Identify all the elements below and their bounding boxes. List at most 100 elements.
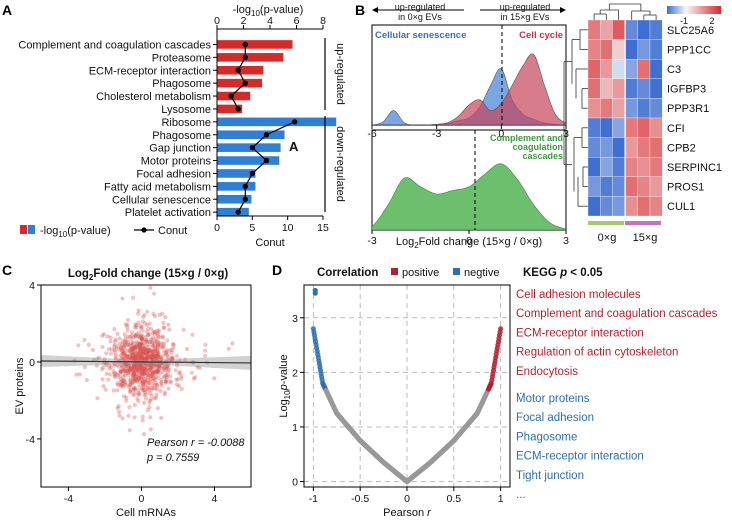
heatmap-cell <box>638 20 650 40</box>
scatter-point <box>154 354 158 358</box>
panel-c-xlabel: Cell mRNAs <box>116 507 176 519</box>
c-y-tick-label: -4 <box>26 434 35 446</box>
panel-a-up-group: up-regulated <box>334 43 346 105</box>
scatter-point <box>153 345 157 349</box>
scatter-point <box>118 375 122 379</box>
heatmap-gene-label: SERPINC1 <box>667 162 722 174</box>
heatmap-gene-label: C3 <box>667 64 681 76</box>
scatter-point <box>162 326 166 330</box>
scatter-point <box>230 341 234 345</box>
scatter-point <box>148 286 152 290</box>
heatmap-gene-label: PPP3R1 <box>667 103 709 115</box>
scatter-point <box>162 341 166 345</box>
legend-positive-swatch <box>391 268 398 275</box>
legend-blue-swatch <box>28 225 35 234</box>
heatmap-cell <box>588 196 600 216</box>
scatter-point <box>104 351 108 355</box>
arrow-right-head <box>560 7 566 13</box>
panel-c-ticks: -4 0 440-4 <box>26 280 218 505</box>
scatter-point <box>100 377 104 381</box>
heatmap-gene-label: PPP1CC <box>667 44 711 56</box>
scatter-point <box>152 376 156 380</box>
scatter-point <box>106 378 110 382</box>
scatter-point <box>146 333 150 337</box>
scatter-point <box>133 387 137 391</box>
scatter-point <box>148 398 152 402</box>
legend-positive: positive <box>402 267 439 279</box>
count-point <box>243 184 248 189</box>
panel-a-xlabel: Conut <box>255 237 284 249</box>
scatter-point <box>152 329 156 333</box>
legend-line-label: Conut <box>158 225 187 237</box>
heatmap-cell <box>588 40 600 60</box>
c-y-tick-label: 0 <box>29 357 35 369</box>
heatmap-cell <box>626 79 638 99</box>
c-x-tick-label: 0 <box>139 493 145 505</box>
scatter-point <box>133 403 137 407</box>
kegg-negative-term: ... <box>516 489 526 501</box>
scatter-point <box>147 380 151 384</box>
d-y-tick-label: 2 <box>292 367 298 379</box>
scatter-point <box>132 373 136 377</box>
category-label: Proteasome <box>152 52 211 64</box>
scatter-point <box>227 347 231 351</box>
scatter-point <box>136 312 140 316</box>
arrow-left-text-1: up-regulated <box>395 2 446 12</box>
heatmap-cell <box>600 138 612 158</box>
kegg-negative-term: Motor proteins <box>516 393 590 405</box>
heatmap-cell <box>612 177 624 197</box>
heatmap-cell <box>650 59 662 79</box>
heatmap-cell <box>638 40 650 60</box>
heatmap-gene-label: PROS1 <box>667 182 704 194</box>
scatter-point <box>123 347 127 351</box>
category-label: Cellular senescence <box>112 194 211 206</box>
scatter-point <box>141 418 145 422</box>
panel-a-bars <box>217 40 336 216</box>
heatmap-gene-label: CFI <box>667 123 685 135</box>
count-point <box>243 80 248 85</box>
scatter-point <box>117 336 121 340</box>
scatter-point <box>111 369 115 373</box>
count-point <box>228 93 233 98</box>
heatmap-cell <box>650 79 662 99</box>
scatter-point <box>185 347 189 351</box>
scatter-point <box>158 371 162 375</box>
scatter-point <box>141 350 145 354</box>
scatter-point <box>161 321 165 325</box>
panel-b-label: B <box>355 2 365 18</box>
panel-d-grid <box>304 285 510 487</box>
heatmap-cell <box>650 98 662 118</box>
legend-negative-swatch <box>453 268 460 275</box>
category-label: Platelet activation <box>125 207 211 219</box>
heatmap-cell <box>626 98 638 118</box>
count-point <box>250 145 255 150</box>
scatter-point <box>165 348 169 352</box>
heatmap-colorbar <box>667 6 721 14</box>
scatter-point <box>165 373 169 377</box>
panel-a-legend: -log10(p-value) Conut <box>20 225 187 239</box>
volcano-point <box>498 326 503 331</box>
scatter-point <box>148 391 152 395</box>
heatmap-cell <box>588 118 600 138</box>
scatter-point <box>120 296 124 300</box>
arrow-left-head <box>372 7 378 13</box>
scatter-point <box>141 383 145 387</box>
scatter-point <box>154 381 158 385</box>
scatter-point <box>138 324 142 328</box>
panel-c-title: Log2Fold change (15×g / 0×g) <box>68 268 229 282</box>
panel-a-bottom-ticks: 0 5 10 15 <box>214 216 329 234</box>
density-top-right-title: Cell cycle <box>519 30 563 41</box>
scatter-point <box>147 354 151 358</box>
d-y-tick-label: 1 <box>292 422 298 434</box>
density-top-areas <box>372 54 566 125</box>
category-label: Phagosome <box>152 78 211 90</box>
scatter-point <box>138 392 142 396</box>
scatter-point <box>180 387 184 391</box>
heatmap-cell <box>638 59 650 79</box>
scatter-point <box>127 385 131 389</box>
density-bottom-title-3: cascades <box>522 151 563 161</box>
scatter-point <box>101 365 105 369</box>
bar <box>217 53 283 62</box>
scatter-point <box>127 405 131 409</box>
scatter-point <box>134 344 138 348</box>
